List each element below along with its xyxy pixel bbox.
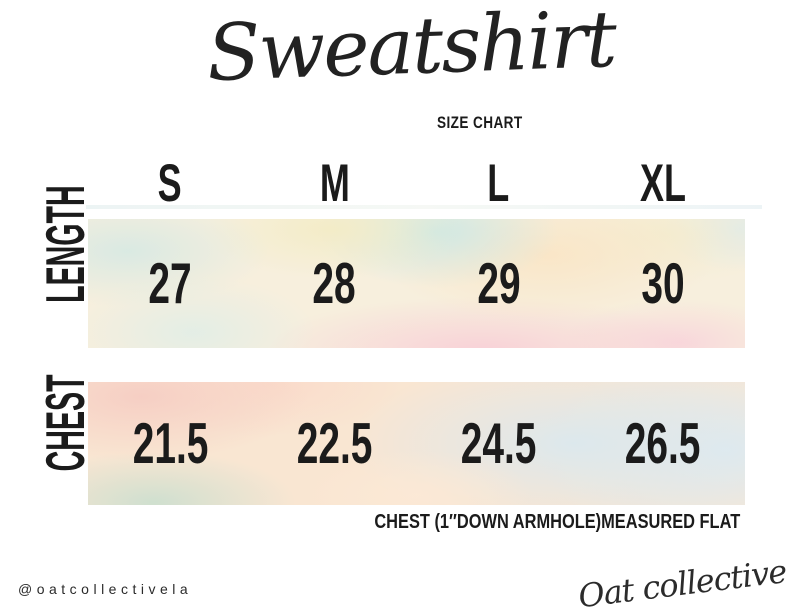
size-header-label: S xyxy=(158,153,183,213)
length-value-xl: 30 xyxy=(581,219,745,348)
chest-value: 22.5 xyxy=(296,411,373,476)
length-value-m: 28 xyxy=(252,219,416,348)
social-handle: @oatcollectivela xyxy=(18,581,193,597)
row-label-text: CHEST xyxy=(35,374,97,472)
length-value: 28 xyxy=(312,251,356,316)
chest-value-xl: 26.5 xyxy=(581,382,745,505)
chest-value: 26.5 xyxy=(625,411,701,476)
length-value-l: 29 xyxy=(417,219,581,348)
watercolor-edge-strip xyxy=(86,205,762,209)
size-header-row: S M L XL xyxy=(88,153,745,212)
length-value: 29 xyxy=(476,251,521,316)
page-title: Sweatshirt xyxy=(205,0,617,100)
length-value: 30 xyxy=(641,251,685,316)
chest-value: 24.5 xyxy=(460,411,537,476)
size-header-l: L xyxy=(417,153,581,212)
size-header-label: M xyxy=(319,153,350,213)
measurement-note: CHEST (1″DOWN ARMHOLE)MEASURED FLAT xyxy=(374,511,740,533)
size-header-label: L xyxy=(487,153,510,213)
size-header-m: M xyxy=(252,153,416,212)
length-value: 27 xyxy=(148,251,192,316)
length-row-band: 27 28 29 30 xyxy=(88,219,745,348)
size-header-s: S xyxy=(88,153,252,212)
chest-value-s: 21.5 xyxy=(88,382,252,505)
row-label-text: LENGTH xyxy=(35,185,97,303)
row-label-chest: CHEST xyxy=(36,374,97,511)
chest-row-band: 21.5 22.5 24.5 26.5 xyxy=(88,382,745,505)
size-header-xl: XL xyxy=(581,153,745,212)
chest-value: 21.5 xyxy=(132,411,208,476)
page-subtitle: SIZE CHART xyxy=(437,113,523,132)
chest-value-m: 22.5 xyxy=(252,382,416,505)
brand-signature: Oat collective xyxy=(576,552,789,612)
length-value-s: 27 xyxy=(88,219,252,348)
row-label-length: LENGTH xyxy=(36,185,97,351)
chest-value-l: 24.5 xyxy=(417,382,581,505)
size-header-label: XL xyxy=(639,153,686,213)
